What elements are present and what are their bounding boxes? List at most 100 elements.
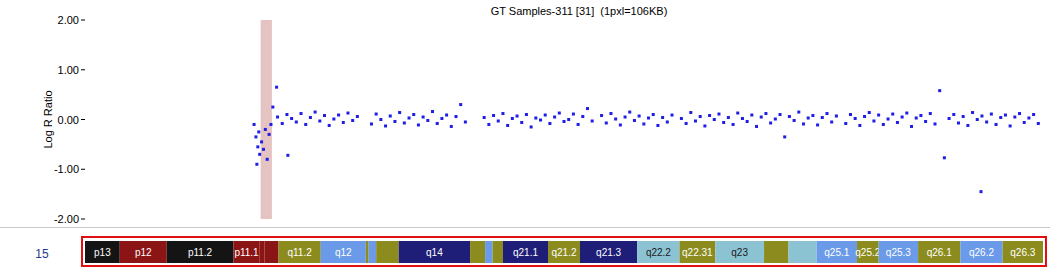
band-label: q21.3 — [596, 247, 621, 258]
point — [830, 120, 833, 123]
point — [609, 112, 612, 115]
chart: GT Samples-311 [31] (1pxl=106KB) Log R Ra… — [0, 0, 1050, 269]
point — [868, 111, 871, 114]
point — [253, 123, 256, 126]
point — [269, 123, 272, 126]
ideogram-band — [637, 241, 679, 263]
point — [713, 118, 716, 121]
point — [342, 121, 345, 124]
point — [600, 114, 603, 117]
band-label: p12 — [135, 247, 152, 258]
title: GT Samples-311 [31] (1pxl=106KB) — [491, 5, 668, 17]
y-tick-label: 1.00 — [58, 64, 79, 76]
point — [746, 120, 749, 123]
band-label: q26.3 — [1010, 247, 1035, 258]
point — [769, 121, 772, 124]
ideogram-frame — [82, 237, 1046, 266]
ideogram-band — [548, 241, 580, 263]
point — [849, 113, 852, 116]
point — [1027, 117, 1030, 120]
point — [258, 153, 261, 156]
y-tick — [81, 169, 85, 170]
point — [520, 121, 523, 124]
y-tick — [81, 69, 85, 70]
point — [483, 116, 486, 119]
band-label: p11.2 — [188, 247, 213, 258]
point — [544, 114, 547, 117]
point — [924, 120, 927, 123]
point — [647, 117, 650, 120]
point — [332, 118, 335, 121]
point — [821, 116, 824, 119]
point — [572, 113, 575, 116]
point — [370, 122, 373, 125]
point — [638, 115, 641, 118]
point — [957, 121, 960, 124]
point — [290, 117, 293, 120]
ideogram-band — [321, 241, 366, 263]
band-label: q25.3 — [886, 247, 911, 258]
point — [966, 124, 969, 127]
point — [375, 113, 378, 116]
point — [281, 122, 284, 125]
point — [614, 118, 617, 121]
ideogram-band — [470, 241, 485, 263]
point — [891, 113, 894, 116]
point — [1023, 121, 1026, 124]
point — [750, 114, 753, 117]
point — [422, 116, 425, 119]
ideogram-band — [503, 241, 548, 263]
point — [577, 123, 580, 126]
point — [628, 111, 631, 114]
point — [872, 119, 875, 122]
point — [351, 119, 354, 122]
ideogram-band — [715, 241, 764, 263]
point — [304, 123, 307, 126]
ideogram-band — [85, 241, 120, 263]
band-label: q11.2 — [287, 247, 312, 258]
point — [530, 125, 533, 128]
point — [605, 121, 608, 124]
point — [990, 113, 993, 116]
point — [276, 116, 279, 119]
point — [788, 115, 791, 118]
band-label: q26.1 — [927, 247, 952, 258]
point — [440, 117, 443, 120]
point — [506, 124, 509, 127]
point — [271, 106, 274, 109]
ideogram-band — [580, 241, 637, 263]
point — [929, 112, 932, 115]
point — [464, 120, 467, 123]
point — [426, 119, 429, 122]
y-tick-label: 2.00 — [58, 14, 79, 26]
point — [436, 122, 439, 125]
point — [736, 112, 739, 115]
ideogram-band — [120, 241, 167, 263]
point — [328, 124, 331, 127]
point — [356, 115, 359, 118]
point — [548, 122, 551, 125]
highlight-region — [261, 20, 272, 219]
y-tick — [81, 219, 85, 220]
points — [253, 86, 1040, 193]
y-axis-label: Log R Ratio — [42, 90, 54, 148]
ideogram-band — [369, 241, 377, 263]
band-label: q23 — [731, 247, 748, 258]
point — [1004, 114, 1007, 117]
point — [999, 116, 1002, 119]
point — [318, 119, 321, 122]
point — [257, 130, 260, 133]
point — [309, 116, 312, 119]
point — [323, 114, 326, 117]
point — [708, 114, 711, 117]
point — [741, 117, 744, 120]
point — [1018, 112, 1021, 115]
ideogram-band — [960, 241, 1002, 263]
point — [268, 133, 271, 136]
point — [255, 163, 258, 166]
ideogram-band — [233, 241, 259, 263]
y-tick-label: 0.00 — [58, 114, 79, 126]
point — [431, 110, 434, 113]
point — [764, 112, 767, 115]
point — [511, 117, 514, 120]
